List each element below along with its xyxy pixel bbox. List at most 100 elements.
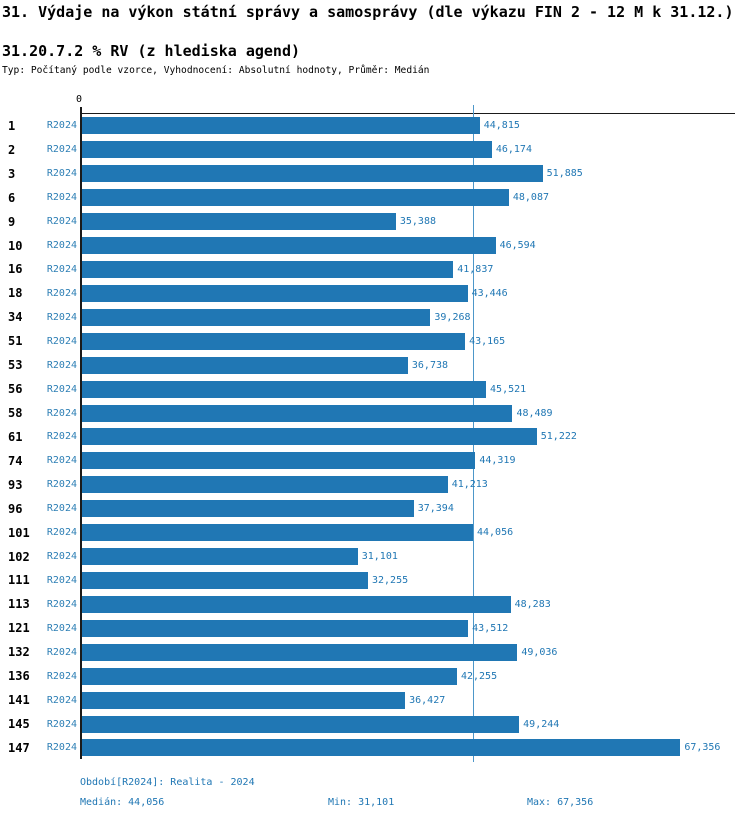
row-category-label: 121 [8,621,30,636]
bar-row: 113 R2024 48,283 [0,592,735,616]
row-series-label: R2024 [46,670,77,682]
bar [81,452,476,470]
axis-zero-label: 0 [76,94,83,105]
bar-value-label: 32,255 [372,574,409,586]
row-series-label: R2024 [46,574,77,586]
bar-zone: 41,213 [81,473,735,497]
row-category-label: 102 [8,549,30,564]
bar [81,332,466,350]
bar-zone: 32,255 [81,569,735,593]
row-series-label: R2024 [46,311,77,323]
row-series-label: R2024 [46,742,77,754]
bar-zone: 43,512 [81,616,735,640]
bar-row: 2 R2024 46,174 [0,138,735,162]
bar-zone: 36,427 [81,688,735,712]
chart-title: 31. Výdaje na výkon státní správy a samo… [2,3,734,21]
bar [81,715,520,733]
bar [81,213,396,231]
max-stat: Max: 67,356 [527,797,594,808]
bar-value-label: 35,388 [399,216,436,228]
row-category-label: 2 [8,142,16,157]
row-category-label: 1 [8,118,16,133]
bar-row: 132 R2024 49,036 [0,640,735,664]
row-series-label: R2024 [46,216,77,228]
bar-row: 136 R2024 42,255 [0,664,735,688]
bar [81,237,496,255]
bar [81,356,408,374]
bar-value-label: 49,036 [521,646,558,658]
bar [81,595,511,613]
bar-value-label: 51,222 [540,431,577,443]
bar-row: 121 R2024 43,512 [0,616,735,640]
bar-value-label: 36,427 [409,694,446,706]
row-category-label: 56 [8,382,23,397]
bar-value-label: 44,815 [483,120,520,132]
row-series-label: R2024 [46,287,77,299]
bar [81,165,543,183]
bar-zone: 48,087 [81,186,735,210]
bar-zone: 48,489 [81,401,735,425]
chart-meta-line: Typ: Počítaný podle vzorce, Vyhodnocení:… [2,65,430,76]
bar-row: 34 R2024 39,268 [0,305,735,329]
row-series-label: R2024 [46,144,77,156]
row-series-label: R2024 [46,455,77,467]
row-category-label: 3 [8,166,16,181]
chart-subtitle: 31.20.7.2 % RV (z hlediska agend) [2,42,301,60]
bar-row: 18 R2024 43,446 [0,281,735,305]
bar-value-label: 43,446 [471,287,508,299]
row-category-label: 141 [8,693,30,708]
bar-row: 111 R2024 32,255 [0,569,735,593]
row-category-label: 6 [8,190,16,205]
bar [81,284,468,302]
bar [81,141,492,159]
bar-zone: 67,356 [81,736,735,760]
row-series-label: R2024 [46,551,77,563]
bar-zone: 49,036 [81,640,735,664]
bar-row: 141 R2024 36,427 [0,688,735,712]
bar-zone: 35,388 [81,210,735,234]
bar-row: 56 R2024 45,521 [0,377,735,401]
bar [81,428,537,446]
bar-zone: 43,165 [81,329,735,353]
row-series-label: R2024 [46,598,77,610]
bar [81,691,406,709]
bar-row: 10 R2024 46,594 [0,234,735,258]
bar-zone: 51,222 [81,425,735,449]
row-category-label: 113 [8,597,30,612]
bar-value-label: 43,165 [469,335,506,347]
min-stat: Min: 31,101 [328,797,395,808]
row-category-label: 58 [8,406,23,421]
row-category-label: 93 [8,477,23,492]
bar-value-label: 42,255 [460,670,498,682]
bar-zone: 31,101 [81,545,735,569]
row-series-label: R2024 [46,431,77,443]
row-series-label: R2024 [46,383,77,395]
bar-row: 93 R2024 41,213 [0,473,735,497]
row-series-label: R2024 [46,694,77,706]
row-series-label: R2024 [46,335,77,347]
bar-zone: 46,594 [81,234,735,258]
bar-row: 96 R2024 37,394 [0,497,735,521]
bar [81,500,414,518]
bar-value-label: 41,837 [457,263,494,275]
bar [81,404,513,422]
bar-row: 51 R2024 43,165 [0,329,735,353]
row-series-label: R2024 [46,479,77,491]
bar-row: 61 R2024 51,222 [0,425,735,449]
bar-value-label: 46,594 [499,240,536,252]
bar-row: 58 R2024 48,489 [0,401,735,425]
bar-row: 6 R2024 48,087 [0,186,735,210]
row-series-label: R2024 [46,503,77,515]
bar-value-label: 49,244 [523,718,560,730]
bar [81,739,681,757]
bar [81,476,448,494]
bar-row: 147 R2024 67,356 [0,736,735,760]
row-series-label: R2024 [46,407,77,419]
bar-zone: 44,056 [81,521,735,545]
row-category-label: 9 [8,214,16,229]
row-series-label: R2024 [46,120,77,132]
row-category-label: 51 [8,334,23,349]
bar-zone: 49,244 [81,712,735,736]
bar-value-label: 44,056 [477,527,514,539]
